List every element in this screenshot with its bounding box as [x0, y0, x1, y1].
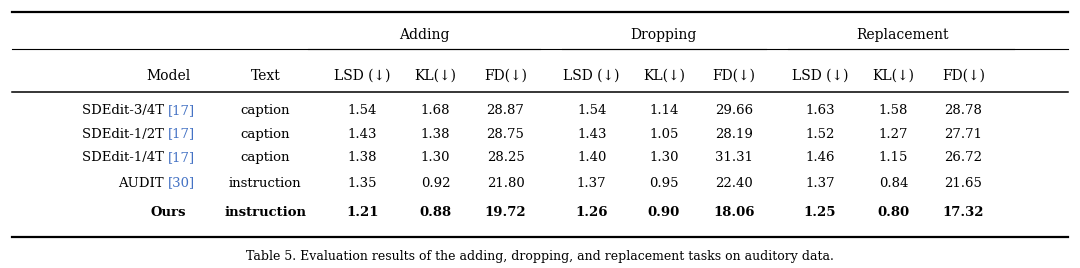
Text: Replacement: Replacement — [856, 28, 949, 42]
Text: 1.52: 1.52 — [806, 128, 835, 140]
Text: 27.71: 27.71 — [944, 128, 983, 140]
Text: SDEdit-3/4T: SDEdit-3/4T — [82, 104, 168, 117]
Text: FD(↓): FD(↓) — [713, 69, 755, 83]
Text: 1.40: 1.40 — [577, 151, 606, 164]
Text: AUDIT: AUDIT — [119, 177, 168, 189]
Text: 1.15: 1.15 — [879, 151, 908, 164]
Text: instruction: instruction — [229, 177, 301, 189]
Text: 1.68: 1.68 — [421, 104, 450, 117]
Text: 1.38: 1.38 — [421, 128, 450, 140]
Text: 28.75: 28.75 — [487, 128, 525, 140]
Text: FD(↓): FD(↓) — [484, 69, 527, 83]
Text: 0.88: 0.88 — [419, 206, 451, 219]
Text: 0.80: 0.80 — [877, 206, 909, 219]
Text: 1.26: 1.26 — [576, 206, 608, 219]
Text: 1.63: 1.63 — [806, 104, 835, 117]
Text: 1.30: 1.30 — [421, 151, 450, 164]
Text: instruction: instruction — [225, 206, 307, 219]
Text: LSD (↓): LSD (↓) — [334, 69, 391, 83]
Text: SDEdit-1/2T: SDEdit-1/2T — [82, 128, 168, 140]
Text: 1.46: 1.46 — [806, 151, 835, 164]
Text: 1.54: 1.54 — [577, 104, 606, 117]
Text: 1.37: 1.37 — [806, 177, 835, 189]
Text: [30]: [30] — [168, 177, 195, 189]
Text: Text: Text — [251, 69, 280, 83]
Text: 1.37: 1.37 — [577, 177, 607, 189]
Text: 1.05: 1.05 — [649, 128, 678, 140]
Text: [17]: [17] — [168, 151, 195, 164]
Text: KL(↓): KL(↓) — [873, 69, 915, 83]
Text: 17.32: 17.32 — [943, 206, 984, 219]
Text: LSD (↓): LSD (↓) — [792, 69, 848, 83]
Text: 26.72: 26.72 — [944, 151, 983, 164]
Text: 19.72: 19.72 — [485, 206, 526, 219]
Text: LSD (↓): LSD (↓) — [564, 69, 620, 83]
Text: 0.90: 0.90 — [648, 206, 680, 219]
Text: [17]: [17] — [168, 104, 195, 117]
Text: Adding: Adding — [400, 28, 450, 42]
Text: 28.25: 28.25 — [487, 151, 525, 164]
Text: 0.84: 0.84 — [879, 177, 908, 189]
Text: 29.66: 29.66 — [715, 104, 753, 117]
Text: 1.54: 1.54 — [348, 104, 377, 117]
Text: caption: caption — [241, 104, 291, 117]
Text: 1.27: 1.27 — [878, 128, 908, 140]
Text: 0.95: 0.95 — [649, 177, 678, 189]
Text: [17]: [17] — [168, 128, 195, 140]
Text: 28.19: 28.19 — [715, 128, 753, 140]
Text: 22.40: 22.40 — [715, 177, 753, 189]
Text: FD(↓): FD(↓) — [942, 69, 985, 83]
Text: KL(↓): KL(↓) — [415, 69, 457, 83]
Text: 0.92: 0.92 — [421, 177, 450, 189]
Text: 18.06: 18.06 — [713, 206, 755, 219]
Text: Ours: Ours — [150, 206, 186, 219]
Text: SDEdit-1/4T: SDEdit-1/4T — [82, 151, 168, 164]
Text: 1.58: 1.58 — [879, 104, 908, 117]
Text: 21.80: 21.80 — [487, 177, 525, 189]
Text: 1.14: 1.14 — [649, 104, 678, 117]
Text: Table 5. Evaluation results of the adding, dropping, and replacement tasks on au: Table 5. Evaluation results of the addin… — [246, 250, 834, 262]
Text: 21.65: 21.65 — [944, 177, 983, 189]
Text: 1.38: 1.38 — [348, 151, 377, 164]
Text: 1.30: 1.30 — [649, 151, 678, 164]
Text: 31.31: 31.31 — [715, 151, 753, 164]
Text: Dropping: Dropping — [631, 28, 697, 42]
Text: 1.21: 1.21 — [346, 206, 378, 219]
Text: 1.43: 1.43 — [348, 128, 377, 140]
Text: 28.78: 28.78 — [944, 104, 983, 117]
Text: KL(↓): KL(↓) — [643, 69, 685, 83]
Text: caption: caption — [241, 151, 291, 164]
Text: Model: Model — [146, 69, 190, 83]
Text: caption: caption — [241, 128, 291, 140]
Text: 1.43: 1.43 — [577, 128, 607, 140]
Text: 1.35: 1.35 — [348, 177, 377, 189]
Text: 1.25: 1.25 — [804, 206, 836, 219]
Text: 28.87: 28.87 — [487, 104, 525, 117]
